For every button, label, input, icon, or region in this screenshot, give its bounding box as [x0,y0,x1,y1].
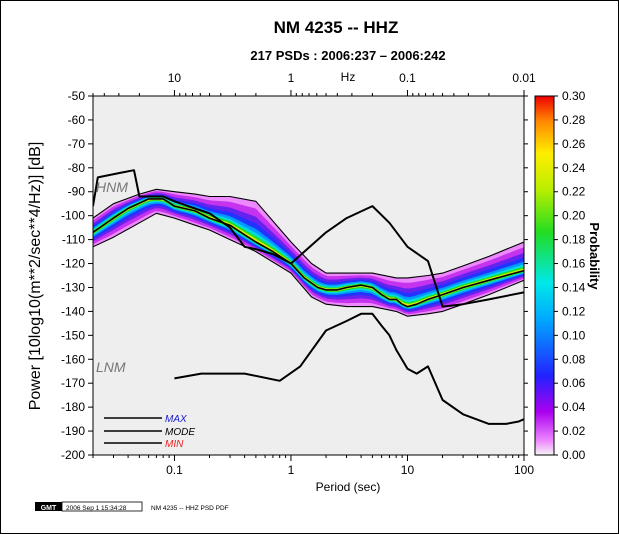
legend-label-max: MAX [165,414,187,425]
colorbar-tick-label: 0.12 [562,304,586,318]
chart-subtitle: 217 PSDs : 2006:237 – 2006:242 [250,48,445,63]
series-line-max [93,188,524,279]
series-line-mode [93,198,524,308]
y-tick-label: -180 [61,400,85,414]
x-axis-label: Period (sec) [316,480,381,494]
colorbar-tick-label: 0.14 [562,280,586,294]
top-frequency-axis: 10 1 0.1 0.01 [92,71,536,96]
y-tick-label: -190 [61,424,85,438]
chart-title: NM 4235 -- HHZ [274,18,399,37]
series-line-lnm [174,312,524,425]
top-axis-label: Hz [341,70,356,84]
timestamp: 2006 Sep 1 15:34:28 [66,505,127,512]
y-tick-label: -150 [61,328,85,342]
x-tick-label: 0.1 [166,463,183,477]
colorbar-tick-label: 0.24 [562,161,586,175]
colorbar-tick-label: 0.18 [562,233,586,247]
colorbar-tick-label: 0.22 [562,185,586,199]
band-layer-5 [93,196,524,309]
y-tick-label: -100 [61,209,85,223]
y-tick-label: -160 [61,352,85,366]
colorbar-tick-label: 0.02 [562,424,586,438]
y-tick-label: -110 [62,233,85,247]
colorbar-ticks: 0.30 0.28 0.26 0.24 0.22 0.20 0.18 0.16 0.14 0.12… [554,89,586,462]
y-tick-label: -90 [68,185,86,199]
colorbar-tick-label: 0.10 [562,328,586,342]
y-tick-label: -120 [61,257,85,271]
legend-label-mode: MODE [165,427,195,438]
top-tick-label: 0.01 [512,71,536,85]
top-tick-label: 10 [168,71,182,85]
lnm-annotation: LNM [96,359,126,375]
plot-border [92,95,525,456]
y-tick-label: -80 [68,161,86,175]
y-axis: -50 -60 -70 -80 -90 -100 -110 -120 -130 -140 -150 -… [61,89,528,462]
colorbar-tick-label: 0.26 [562,137,586,151]
colorbar [534,95,555,456]
series-line-min [93,212,524,317]
x-axis: 0.1 1 10 100 [92,455,534,477]
hnm-annotation: HNM [96,179,128,195]
colorbar-label: Probability [587,222,602,290]
legend: MAX MODE MIN [104,414,195,450]
x-tick-label: 10 [401,463,415,477]
y-tick-label: -170 [61,376,85,390]
gmt-logo [35,502,62,511]
x-tick-label: 100 [514,463,534,477]
top-tick-label: 1 [288,71,295,85]
top-tick-label: 0.1 [399,71,416,85]
y-tick-label: -130 [61,280,85,294]
colorbar-tick-label: 0.08 [562,352,586,366]
y-tick-label: -140 [61,304,85,318]
timestamp-box [61,501,143,512]
series-lines [93,169,524,425]
colorbar-tick-label: 0.00 [562,448,586,462]
colorbar-tick-label: 0.06 [562,376,586,390]
colorbar-tick-label: 0.28 [562,113,586,127]
footer-caption: NM 4235 -- HHZ PSD PDF [151,505,229,512]
colorbar-tick-label: 0.30 [562,89,586,103]
y-tick-label: -50 [68,89,86,103]
y-tick-label: -70 [68,137,86,151]
colorbar-tick-label: 0.16 [562,257,586,271]
legend-label-min: MIN [165,439,184,450]
colorbar-tick-label: 0.20 [562,209,586,223]
x-tick-label: 1 [288,463,295,477]
y-tick-label: -200 [61,448,85,462]
y-tick-label: -60 [68,113,86,127]
colorbar-tick-label: 0.04 [562,400,586,414]
y-axis-label: Power [10log10(m**2/sec**4/Hz)] [dB] [27,142,44,411]
gmt-logo-text: GMT [41,505,57,512]
series-line-hnm [93,169,524,308]
